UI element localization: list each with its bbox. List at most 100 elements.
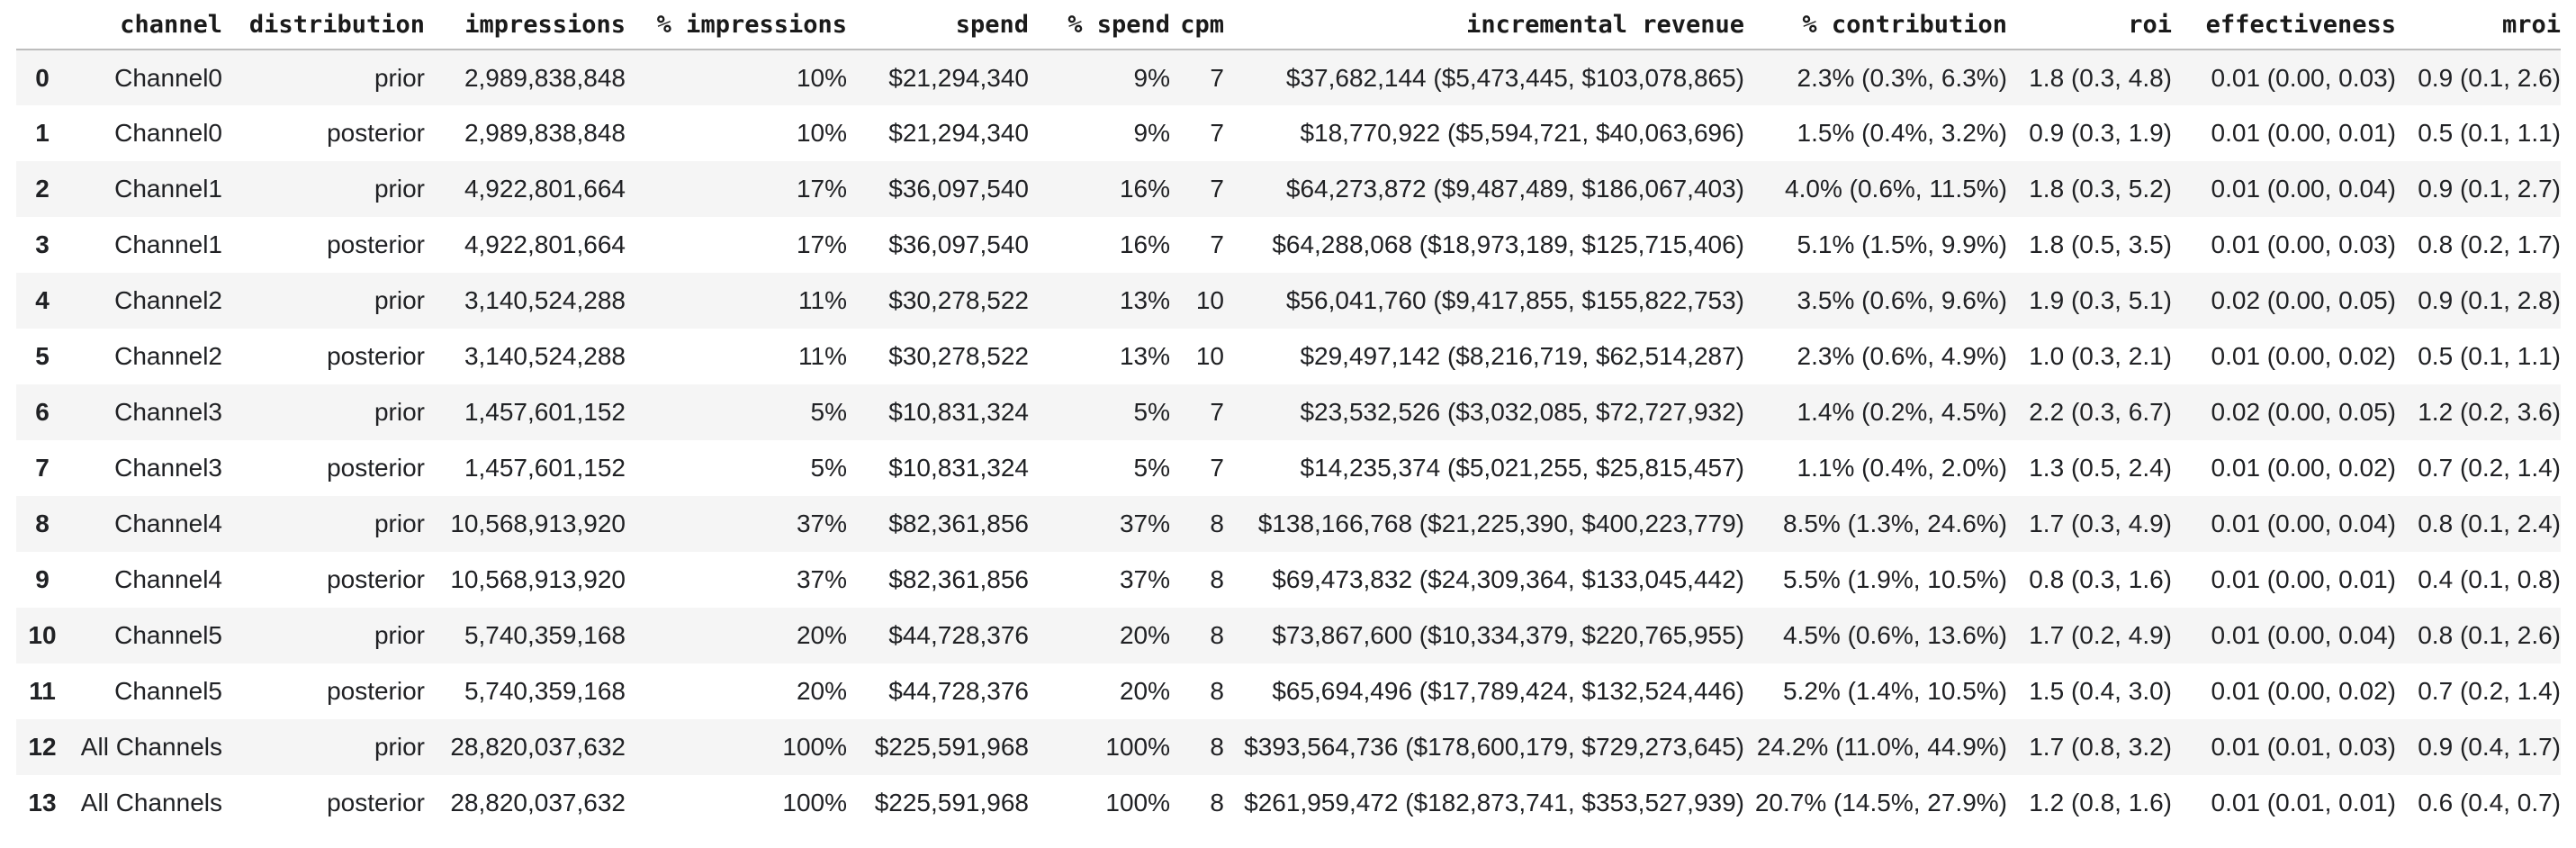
- cell-incremental-revenue: $18,770,922 ($5,594,721, $40,063,696): [1300, 119, 1744, 147]
- cell-impressions: 28,820,037,632: [450, 789, 626, 816]
- column-header-effectiveness: effectiveness: [2172, 0, 2396, 50]
- cell-spend: $21,294,340: [888, 63, 1029, 92]
- cell-distribution: posterior: [327, 789, 425, 816]
- cell-incremental-revenue: $73,867,600 ($10,334,379, $220,765,955): [1272, 621, 1744, 649]
- table-row: 0 Channel0 prior 2,989,838,848 10% $21,294,34…: [16, 50, 2561, 105]
- cell-effectiveness: 0.01 (0.00, 0.03): [2211, 63, 2396, 92]
- cell-mroi: 0.9 (0.1, 2.7): [2418, 175, 2561, 203]
- cell-cpm: 10: [1195, 342, 1224, 370]
- table-row: 6 Channel3 prior 1,457,601,152 5% $10,831,324…: [16, 384, 2561, 440]
- cell-mroi: 1.2 (0.2, 3.6): [2418, 398, 2561, 426]
- cell-mroi: 0.5 (0.1, 1.1): [2418, 119, 2561, 147]
- column-header-pct-spend: % spend: [1029, 0, 1170, 50]
- cell-distribution: prior: [374, 621, 425, 649]
- cell-mroi: 0.8 (0.1, 2.4): [2418, 510, 2561, 537]
- cell-impressions: 1,457,601,152: [464, 454, 626, 482]
- cell-incremental-revenue: $37,682,144 ($5,473,445, $103,078,865): [1285, 63, 1744, 92]
- table-row: 10 Channel5 prior 5,740,359,168 20% $44,728,3…: [16, 608, 2561, 663]
- cell-channel: Channel2: [114, 286, 222, 314]
- cell-pct-spend: 16%: [1119, 230, 1170, 258]
- cell-spend: $225,591,968: [874, 789, 1029, 816]
- row-index: 13: [28, 789, 57, 816]
- cell-pct-impressions: 100%: [782, 789, 847, 816]
- cell-roi: 1.7 (0.3, 4.9): [2029, 510, 2172, 537]
- cell-distribution: prior: [374, 175, 425, 203]
- cell-effectiveness: 0.01 (0.01, 0.01): [2211, 789, 2396, 816]
- column-header-pct-contribution: % contribution: [1744, 0, 2007, 50]
- cell-roi: 1.7 (0.2, 4.9): [2029, 621, 2172, 649]
- cell-incremental-revenue: $64,273,872 ($9,487,489, $186,067,403): [1285, 175, 1744, 203]
- cell-cpm: 7: [1210, 398, 1224, 426]
- cell-effectiveness: 0.02 (0.00, 0.05): [2211, 398, 2396, 426]
- table-row: 5 Channel2 posterior 3,140,524,288 11% $30,27…: [16, 329, 2561, 384]
- cell-cpm: 7: [1210, 454, 1224, 482]
- cell-spend: $10,831,324: [888, 454, 1029, 482]
- row-index: 5: [35, 342, 50, 370]
- cell-effectiveness: 0.01 (0.00, 0.02): [2211, 342, 2396, 370]
- cell-impressions: 2,989,838,848: [464, 63, 626, 92]
- column-header-incremental-revenue: incremental revenue: [1224, 0, 1744, 50]
- cell-effectiveness: 0.01 (0.00, 0.02): [2211, 454, 2396, 482]
- row-index: 2: [35, 175, 50, 203]
- cell-pct-contribution: 5.5% (1.9%, 10.5%): [1782, 565, 2007, 593]
- row-index: 1: [35, 119, 50, 147]
- cell-channel: Channel5: [114, 621, 222, 649]
- cell-pct-spend: 20%: [1119, 677, 1170, 705]
- cell-cpm: 7: [1210, 119, 1224, 147]
- cell-channel: Channel4: [114, 565, 222, 593]
- cell-mroi: 0.7 (0.2, 1.4): [2418, 677, 2561, 705]
- cell-impressions: 2,989,838,848: [464, 119, 626, 147]
- cell-mroi: 0.9 (0.1, 2.6): [2418, 63, 2561, 92]
- cell-pct-impressions: 20%: [796, 677, 847, 705]
- cell-spend: $30,278,522: [888, 342, 1029, 370]
- cell-cpm: 8: [1210, 733, 1224, 761]
- cell-distribution: posterior: [327, 565, 425, 593]
- cell-spend: $10,831,324: [888, 398, 1029, 426]
- cell-effectiveness: 0.01 (0.00, 0.01): [2211, 565, 2396, 593]
- cell-spend: $21,294,340: [888, 119, 1029, 147]
- column-header-impressions: impressions: [425, 0, 626, 50]
- cell-distribution: prior: [374, 398, 425, 426]
- cell-spend: $36,097,540: [888, 230, 1029, 258]
- cell-impressions: 4,922,801,664: [464, 175, 626, 203]
- cell-pct-spend: 5%: [1133, 398, 1170, 426]
- table-row: 13 All Channels posterior 28,820,037,632 100…: [16, 775, 2561, 831]
- cell-pct-contribution: 24.2% (11.0%, 44.9%): [1756, 733, 2007, 761]
- cell-mroi: 0.6 (0.4, 0.7): [2418, 789, 2561, 816]
- cell-pct-impressions: 37%: [796, 510, 847, 537]
- cell-pct-impressions: 100%: [782, 733, 847, 761]
- column-header-mroi: mroi: [2396, 0, 2561, 50]
- cell-spend: $44,728,376: [888, 677, 1029, 705]
- cell-distribution: prior: [374, 510, 425, 537]
- table-row: 2 Channel1 prior 4,922,801,664 17% $36,097,54…: [16, 161, 2561, 217]
- column-header-roi: roi: [2007, 0, 2172, 50]
- cell-incremental-revenue: $69,473,832 ($24,309,364, $133,045,442): [1272, 565, 1744, 593]
- cell-pct-impressions: 17%: [796, 175, 847, 203]
- cell-roi: 1.3 (0.5, 2.4): [2029, 454, 2172, 482]
- table-row: 11 Channel5 posterior 5,740,359,168 20% $44,7…: [16, 663, 2561, 719]
- cell-spend: $36,097,540: [888, 175, 1029, 203]
- cell-pct-contribution: 1.1% (0.4%, 2.0%): [1797, 454, 2007, 482]
- cell-channel: Channel0: [114, 63, 222, 92]
- cell-cpm: 8: [1210, 510, 1224, 537]
- cell-distribution: posterior: [327, 677, 425, 705]
- cell-roi: 1.2 (0.8, 1.6): [2029, 789, 2172, 816]
- row-index: 6: [35, 398, 50, 426]
- cell-distribution: posterior: [327, 454, 425, 482]
- cell-pct-spend: 37%: [1119, 510, 1170, 537]
- cell-channel: Channel5: [114, 677, 222, 705]
- column-header-distribution: distribution: [222, 0, 425, 50]
- media-summary-table: channel distribution impressions% impressi…: [16, 0, 2561, 831]
- cell-cpm: 8: [1210, 621, 1224, 649]
- cell-distribution: prior: [374, 286, 425, 314]
- cell-pct-impressions: 10%: [796, 63, 847, 92]
- cell-mroi: 0.5 (0.1, 1.1): [2418, 342, 2561, 370]
- cell-pct-contribution: 5.2% (1.4%, 10.5%): [1782, 677, 2007, 705]
- cell-cpm: 8: [1210, 565, 1224, 593]
- cell-channel: All Channels: [80, 789, 222, 816]
- row-index: 4: [35, 286, 50, 314]
- cell-effectiveness: 0.01 (0.00, 0.02): [2211, 677, 2396, 705]
- cell-impressions: 5,740,359,168: [464, 621, 626, 649]
- cell-cpm: 8: [1210, 789, 1224, 816]
- cell-incremental-revenue: $261,959,472 ($182,873,741, $353,527,939…: [1244, 789, 1744, 816]
